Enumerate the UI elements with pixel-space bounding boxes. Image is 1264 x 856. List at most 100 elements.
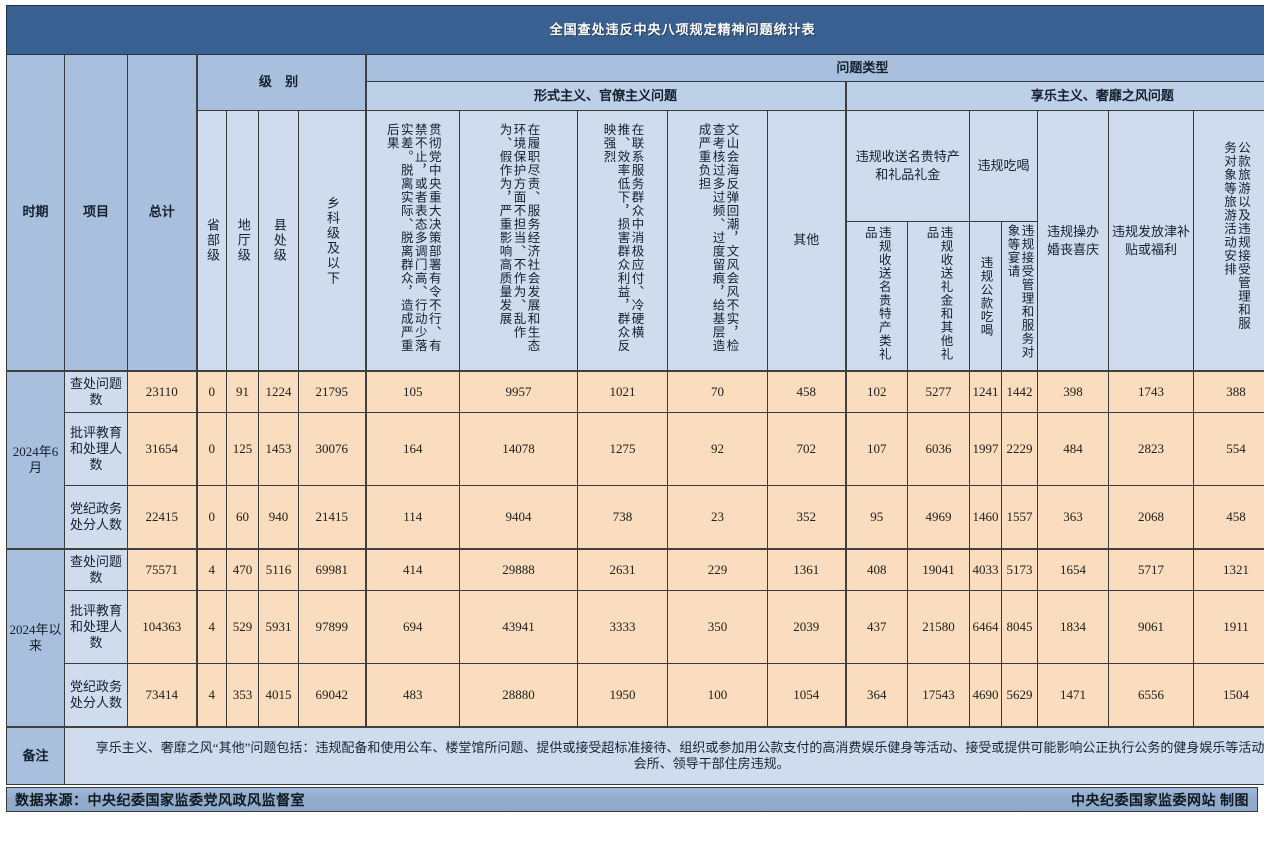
cell-formalism-1: 164: [364, 412, 460, 486]
cell-formalism-3: 1950: [577, 663, 668, 728]
header-band-row-1: 时期 项目 总计 级 别 问题类型: [6, 54, 1264, 372]
statistics-table: 全国查处违反中央八项规定精神问题统计表 时期 项目 总计 级 别 问题类型 形式…: [5, 5, 1264, 785]
cell-formalism-2: 28880: [459, 663, 578, 728]
table-row: 批评教育和处理人数 104363 4 529 5931 97899 694 43…: [7, 590, 1264, 664]
cell-formalism-1: 105: [364, 370, 460, 413]
cell-level-county: 1453: [258, 412, 299, 486]
item-label: 批评教育和处理人数: [64, 590, 128, 664]
header-formalism-col-3: 在联系服务群众中消极应付、冷硬横推、效率低下，损害群众利益，群众反映强烈: [577, 110, 668, 372]
title-row: 全国查处违反中央八项规定精神问题统计表: [5, 5, 1264, 55]
header-gift-group: 违规收送名贵特产和礼品礼金: [844, 110, 970, 222]
cell-allowance: 2068: [1108, 485, 1194, 550]
cell-formalism-2: 9957: [459, 370, 578, 413]
period-label-2: 2024年以来: [6, 548, 65, 728]
cell-total: 22415: [127, 485, 197, 550]
cell-formalism-4: 70: [667, 370, 768, 413]
header-problem-type-group: 问题类型: [364, 54, 1264, 82]
cell-eatdrink-public: 1460: [969, 485, 1002, 550]
source-right-text: 中央纪委国家监委网站 制图: [1071, 793, 1249, 809]
remarks-text: 享乐主义、奢靡之风“其他”问题包括：违规配备和使用公车、楼堂馆所问题、提供或接受…: [63, 726, 1264, 785]
header-period: 时期: [6, 54, 65, 372]
cell-eatdrink-banquet: 5173: [1001, 548, 1038, 591]
cell-gift-specialty: 107: [844, 412, 908, 486]
cell-wedding: 1654: [1037, 548, 1109, 591]
cell-allowance: 1743: [1108, 370, 1194, 413]
cell-level-county: 5931: [258, 590, 299, 664]
cell-gift-specialty: 408: [844, 548, 908, 591]
cell-level-county: 5116: [258, 548, 299, 591]
cell-eatdrink-public: 1241: [969, 370, 1002, 413]
cell-level-township: 30076: [298, 412, 366, 486]
cell-wedding: 484: [1037, 412, 1109, 486]
header-eatdrink-banquet: 违规接受管理和服务对象等宴请: [1001, 221, 1038, 372]
header-level-county: 县处级: [258, 110, 299, 372]
cell-gift-money: 21580: [907, 590, 970, 664]
cell-allowance: 5717: [1108, 548, 1194, 591]
cell-eatdrink-banquet: 5629: [1001, 663, 1038, 728]
cell-eatdrink-public: 4690: [969, 663, 1002, 728]
cell-formalism-1: 414: [364, 548, 460, 591]
cell-gift-specialty: 102: [844, 370, 908, 413]
cell-level-prefecture: 353: [226, 663, 259, 728]
cell-formalism-2: 9404: [459, 485, 578, 550]
cell-formalism-3: 1021: [577, 370, 668, 413]
header-gift-specialty: 违规收送名贵特产类礼品: [844, 221, 908, 372]
cell-gift-money: 4969: [907, 485, 970, 550]
cell-formalism-1: 483: [364, 663, 460, 728]
cell-level-prefecture: 60: [226, 485, 259, 550]
cell-total: 31654: [127, 412, 197, 486]
cell-formalism-3: 1275: [577, 412, 668, 486]
cell-formalism-other: 352: [767, 485, 846, 550]
header-band-row-4: 违规收送名贵特产类礼品 违规收送礼金和其他礼品 违规公款吃喝 违规接受管理和服务…: [7, 221, 1264, 372]
cell-formalism-2: 43941: [459, 590, 578, 664]
item-label: 查处问题数: [64, 548, 128, 591]
header-formalism-col-2: 在履职尽责、服务经济社会发展和生态环境保护方面不担当、不作为、乱作为、假作为，严…: [459, 110, 578, 372]
cell-eatdrink-banquet: 1442: [1001, 370, 1038, 413]
cell-travel: 1911: [1193, 590, 1264, 664]
cell-formalism-1: 114: [364, 485, 460, 550]
cell-allowance: 2823: [1108, 412, 1194, 486]
cell-eatdrink-banquet: 8045: [1001, 590, 1038, 664]
cell-formalism-3: 3333: [577, 590, 668, 664]
header-eatdrink-group: 违规吃喝: [969, 110, 1038, 222]
cell-level-township: 69981: [298, 548, 366, 591]
cell-travel: 554: [1193, 412, 1264, 486]
cell-travel: 458: [1193, 485, 1264, 550]
cell-level-provincial: 0: [195, 412, 227, 486]
header-formalism-col-4: 文山会海反弹回潮，文风会风不实，检查考核过多过频、过度留痕，给基层造成严重负担: [667, 110, 768, 372]
cell-level-township: 69042: [298, 663, 366, 728]
header-hedonism-group: 享乐主义、奢靡之风问题: [844, 81, 1264, 111]
cell-formalism-other: 458: [767, 370, 846, 413]
cell-gift-money: 17543: [907, 663, 970, 728]
cell-level-prefecture: 529: [226, 590, 259, 664]
cell-travel: 388: [1193, 370, 1264, 413]
cell-gift-money: 19041: [907, 548, 970, 591]
cell-level-provincial: 4: [195, 590, 227, 664]
cell-eatdrink-public: 6464: [969, 590, 1002, 664]
cell-formalism-4: 92: [667, 412, 768, 486]
cell-level-prefecture: 91: [226, 370, 259, 413]
table-row: 党纪政务处分人数 73414 4 353 4015 69042 483 2888…: [7, 663, 1264, 728]
header-band-row-2: 形式主义、官僚主义问题 享乐主义、奢靡之风问题: [7, 81, 1264, 111]
item-label: 党纪政务处分人数: [64, 663, 128, 728]
cell-total: 75571: [127, 548, 197, 591]
cell-formalism-3: 2631: [577, 548, 668, 591]
cell-travel: 1321: [1193, 548, 1264, 591]
header-band-row-3: 省部级 地厅级 县处级 乡科级及以下 贯彻党中央重大决策部署有令不行、有禁不止，…: [7, 110, 1264, 372]
cell-formalism-other: 1054: [767, 663, 846, 728]
table-row: 党纪政务处分人数 22415 0 60 940 21415 114 9404 7…: [7, 485, 1264, 550]
cell-gift-money: 6036: [907, 412, 970, 486]
table-row: 2024年6月 查处问题数 23110 0 91 1224 21795 105 …: [6, 370, 1264, 550]
cell-level-county: 4015: [258, 663, 299, 728]
cell-level-provincial: 0: [195, 485, 227, 550]
header-level-provincial: 省部级: [195, 110, 227, 372]
cell-level-township: 97899: [298, 590, 366, 664]
cell-formalism-4: 229: [667, 548, 768, 591]
header-hedonism-wedding: 违规操办婚丧喜庆: [1037, 110, 1109, 372]
cell-gift-specialty: 95: [844, 485, 908, 550]
header-hedonism-travel: 公款旅游以及违规接受管理和服务对象等旅游活动安排: [1193, 110, 1264, 372]
cell-allowance: 9061: [1108, 590, 1194, 664]
table-row: 批评教育和处理人数 31654 0 125 1453 30076 164 140…: [7, 412, 1264, 486]
cell-level-prefecture: 470: [226, 548, 259, 591]
